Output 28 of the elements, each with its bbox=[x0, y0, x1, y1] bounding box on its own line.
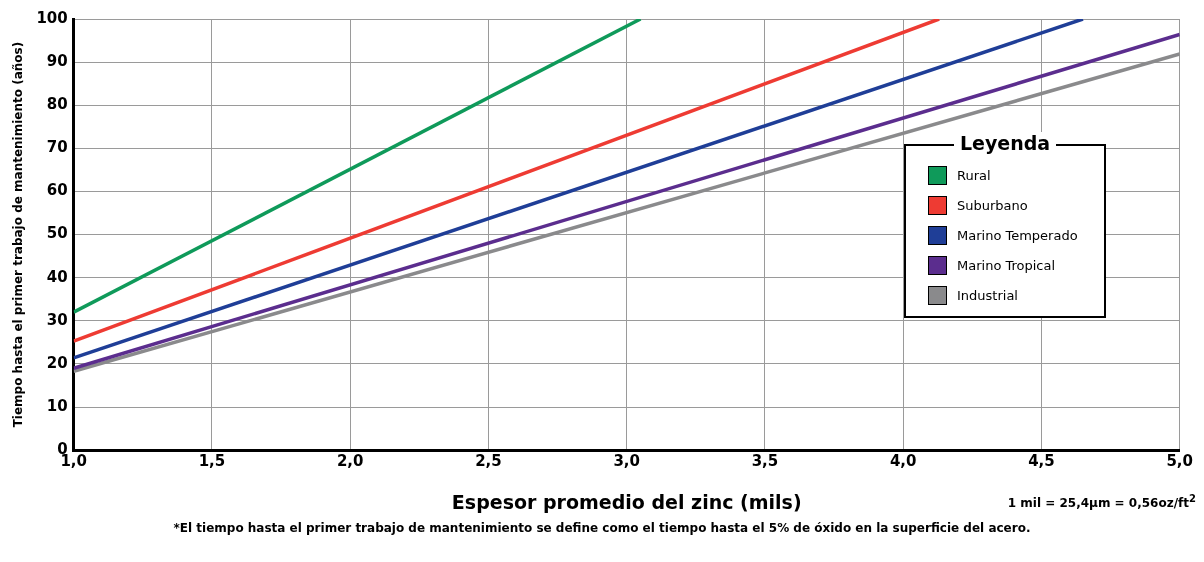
legend-label: Rural bbox=[957, 167, 991, 183]
x-tick-label: 4,0 bbox=[889, 452, 917, 471]
y-tick-label: 60 bbox=[46, 181, 68, 200]
legend-label: Marino Temperado bbox=[957, 227, 1078, 243]
legend-label: Suburbano bbox=[957, 197, 1028, 213]
x-tick-label: 5,0 bbox=[1166, 452, 1193, 471]
x-tick-label: 2,5 bbox=[475, 452, 502, 471]
x-axis-title: Espesor promedio del zinc (mils) bbox=[451, 490, 802, 513]
y-tick-label: 90 bbox=[46, 52, 68, 71]
text: 1 mil = 25,4µm = 0,56oz/ft$^{2}$ bbox=[1007, 493, 1196, 510]
y-tick-label: 100 bbox=[36, 8, 68, 27]
y-tick-label: 70 bbox=[46, 138, 68, 157]
x-tick-label: 3,0 bbox=[613, 452, 640, 471]
x-tick-label: 3,5 bbox=[751, 452, 779, 471]
y-tick-label: 80 bbox=[46, 95, 68, 114]
legend-title: Leyenda bbox=[953, 132, 1057, 154]
y-tick-label: 10 bbox=[46, 396, 68, 415]
legend-label: Industrial bbox=[957, 287, 1018, 303]
y-tick-label: 50 bbox=[46, 224, 68, 243]
y-tick-label: 30 bbox=[46, 310, 68, 329]
y-tick-label: 20 bbox=[46, 353, 68, 372]
text: *El tiempo hasta el primer trabajo de mantenimiento se define como el tiempo hasta el 5% de óxido en la superficie del acero. bbox=[172, 521, 1032, 535]
x-tick-label: 1,5 bbox=[198, 452, 226, 471]
y-tick-label: 40 bbox=[46, 267, 68, 286]
x-tick-label: 2,0 bbox=[336, 452, 364, 471]
y-axis-title: Tiempo hasta el primer trabajo de mantenimiento (años) bbox=[11, 41, 26, 428]
legend-label: Marino Tropical bbox=[957, 257, 1056, 273]
x-tick-label: 4,5 bbox=[1028, 452, 1055, 471]
